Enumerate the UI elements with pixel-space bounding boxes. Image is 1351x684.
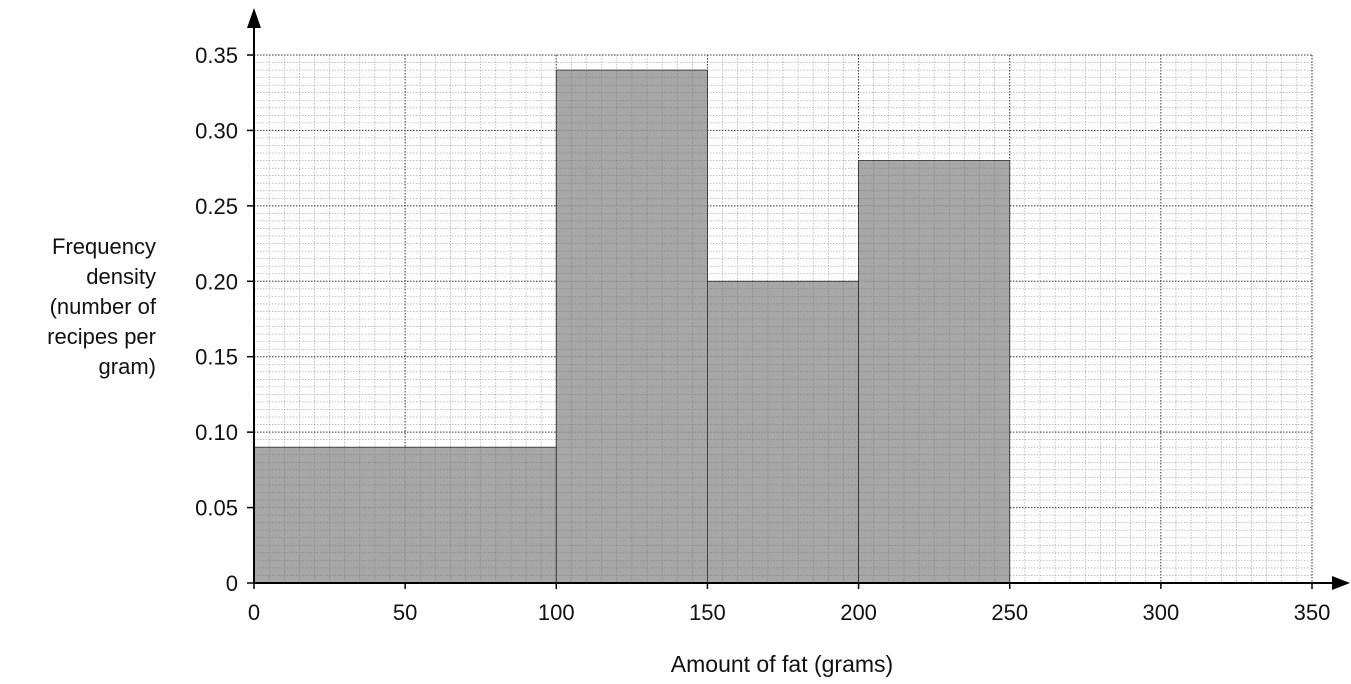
bars: [253, 69, 1011, 584]
y-tick-labels: 0 0.05 0.10 0.15 0.20 0.25 0.30 0.35: [195, 43, 254, 596]
y-tick-label: 0.35: [195, 43, 238, 68]
y-tick-label: 0.25: [195, 194, 238, 219]
y-axis-label-line: density: [86, 264, 156, 289]
y-tick-label: 0.15: [195, 345, 238, 370]
y-axis-label-line: Frequency: [52, 234, 156, 259]
y-axis-arrowhead: [247, 8, 261, 28]
y-tick-label: 0.20: [195, 269, 238, 294]
x-tick-label: 150: [689, 600, 726, 625]
x-tick-label: 0: [248, 600, 260, 625]
y-tick-label: 0.10: [195, 420, 238, 445]
y-tick-label: 0.30: [195, 118, 238, 143]
x-tick-label: 100: [538, 600, 575, 625]
x-tick-label: 350: [1294, 600, 1331, 625]
x-axis-label: Amount of fat (grams): [671, 651, 893, 677]
axes: [247, 8, 1350, 590]
y-axis-label: Frequency density (number of recipes per gra…: [47, 234, 157, 379]
x-tick-label: 250: [991, 600, 1028, 625]
y-axis-label-line: gram): [99, 354, 156, 379]
x-tick-labels: 0 50 100 150 200 250 300 350: [248, 583, 1330, 625]
y-axis-label-line: (number of: [50, 294, 157, 319]
x-tick-label: 200: [840, 600, 877, 625]
y-axis-label-line: recipes per: [47, 324, 156, 349]
x-tick-label: 300: [1142, 600, 1179, 625]
y-tick-label: 0.05: [195, 496, 238, 521]
x-tick-label: 50: [393, 600, 417, 625]
grid-overlay: [253, 69, 1010, 584]
x-axis-arrowhead: [1332, 576, 1350, 590]
y-tick-label: 0: [226, 571, 238, 596]
